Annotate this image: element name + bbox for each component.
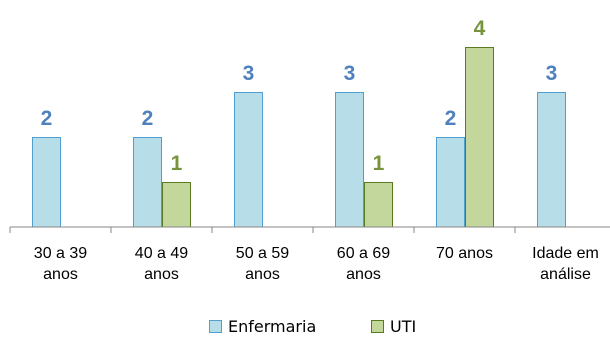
data-label-enfermaria-5: 3: [546, 62, 558, 85]
data-labels-layer: 2 2 3 3 2 3 1 1 4: [41, 17, 558, 175]
bar-enfermaria-4: [436, 137, 465, 228]
data-label-uti-1: 1: [171, 152, 183, 175]
data-label-enfermaria-0: 2: [41, 107, 53, 130]
bar-uti-1: [162, 182, 191, 228]
bar-enfermaria-3: [335, 92, 364, 228]
x-tick-label-1: 40 a 49 anos: [135, 245, 188, 283]
bar-enfermaria-1: [133, 137, 162, 228]
legend-label-uti: UTI: [390, 317, 416, 336]
x-axis-tick-labels: 30 a 39 anos 40 a 49 anos 50 a 59 anos 60 a 69…: [34, 245, 599, 283]
data-label-uti-3: 1: [373, 152, 385, 175]
legend: Enfermaria UTI: [209, 317, 416, 336]
bar-enfermaria-0: [32, 137, 61, 228]
x-tick-label-4: 70 anos: [436, 245, 493, 262]
bar-uti-3: [364, 182, 393, 228]
legend-swatch-uti: [371, 320, 384, 333]
legend-label-enfermaria: Enfermaria: [228, 317, 316, 336]
data-label-enfermaria-4: 2: [445, 107, 457, 130]
bar-uti-4: [465, 47, 494, 228]
x-tick-label-5: Idade em análise: [532, 245, 599, 283]
x-tick-label-0: 30 a 39 anos: [34, 245, 87, 283]
data-label-uti-4: 4: [474, 17, 486, 40]
x-tick-label-3: 60 a 69 anos: [337, 245, 390, 283]
x-axis-ticks: [9, 227, 516, 233]
bar-enfermaria-2: [234, 92, 263, 228]
legend-swatch-enfermaria: [209, 320, 222, 333]
bar-enfermaria-5: [537, 92, 566, 228]
data-label-enfermaria-1: 2: [142, 107, 154, 130]
x-tick-label-2: 50 a 59 anos: [236, 245, 289, 283]
bars-layer: [32, 47, 566, 228]
data-label-enfermaria-3: 3: [344, 62, 356, 85]
data-label-enfermaria-2: 3: [243, 62, 255, 85]
